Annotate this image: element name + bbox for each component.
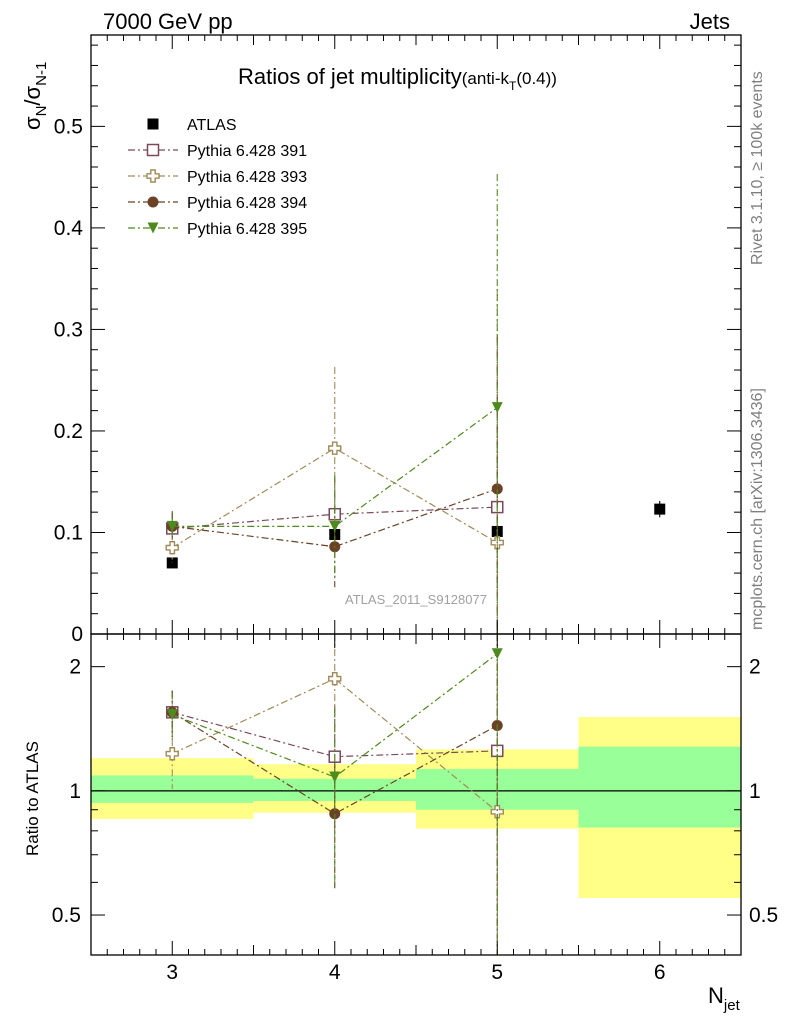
main-line-4 [172,407,498,527]
ratio-axis-title: Ratio to ATLAS [23,741,42,856]
main-point-0-3 [654,503,666,515]
xtick-label: 6 [654,961,666,984]
xtick-label: 3 [166,961,178,984]
xtick-label: 4 [329,961,341,984]
main-ytick-label: 0 [71,623,83,646]
ratio-point-3-1 [329,808,341,820]
ratio-ytick-label-left: 2 [69,656,81,679]
main-point-2-1 [328,441,342,455]
main-point-2-0 [165,541,179,555]
analysis-watermark: ATLAS_2011_S9128077 [345,592,487,607]
main-ytick-label: 0.4 [54,217,84,240]
ratio-ytick-label-right: 2 [749,656,761,679]
chart-title-suffix: (anti-k [462,69,510,88]
ratio-bands [91,717,741,898]
legend-label-1: Pythia 6.428 391 [187,143,307,160]
ratio-point-4-1 [329,771,341,783]
axes: 0 0.1 0.2 0.3 0.4 0.5 0.5 0.5 1 1 2 2 3 4 5 6 [52,34,778,984]
chart-title-suffix2: (0.4)) [516,69,557,88]
chart-title-main: Ratios of jet multiplicity [238,64,462,89]
main-point-4-2 [491,402,503,414]
chart-title: Ratios of jet multiplicity(anti-kT(0.4)) [238,64,557,93]
legend-label-3: Pythia 6.428 394 [187,195,307,212]
main-series [165,174,666,634]
ratio-ytick-label-left: 1 [69,780,81,803]
legend-label-0: ATLAS [187,117,237,134]
ratio-point-4-2 [491,648,503,660]
legend-marker-3 [147,196,159,208]
ratio-band-green-3 [578,746,741,828]
legend-label-2: Pythia 6.428 393 [187,169,307,186]
main-ytick-label: 0.3 [54,318,83,341]
main-ytick-label: 0.2 [54,420,83,443]
jets-label: Jets [690,9,730,34]
energy-label: 7000 GeV pp [103,9,233,34]
main-point-4-0 [166,520,178,532]
ratio-ytick-label-right: 0.5 [749,904,778,927]
legend-marker-0 [147,118,159,130]
main-ytick-label: 0.5 [54,115,83,138]
y-axis-title: σN/σN-1 [20,62,50,130]
legend-marker-1 [146,143,160,157]
ratio-line-2 [171,678,498,813]
ratio-series [165,634,504,955]
ratio-ytick-label-left: 0.5 [52,904,81,927]
ratio-point-2-1 [328,672,342,686]
ratio-point-4-0 [166,709,178,721]
main-point-3-2 [491,483,503,495]
ratio-line-4 [172,653,498,778]
ratio-ytick-label-right: 1 [749,780,761,803]
main-ytick-label: 0.1 [54,521,83,544]
ratio-point-2-2 [490,805,504,819]
x-axis-title: Njet [708,983,741,1014]
legend-label-4: Pythia 6.428 395 [187,221,307,238]
rivet-label: Rivet 3.1.10, ≥ 100k events [749,71,766,265]
main-line-1 [172,506,498,530]
chart-title-sub: T [509,79,517,93]
legend-marker-2 [146,169,160,183]
ratio-point-2-0 [165,747,179,761]
xtick-label: 5 [491,961,503,984]
main-point-4-1 [329,520,341,532]
legend: ATLAS Pythia 6.428 391 Pythia 6.428 393 Pyt… [128,117,307,238]
legend-marker-4 [147,222,159,234]
mcplots-label: mcplots.cern.ch [arXiv:1306.3436] [749,388,766,630]
